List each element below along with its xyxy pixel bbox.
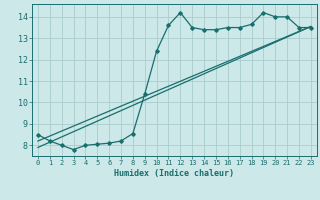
X-axis label: Humidex (Indice chaleur): Humidex (Indice chaleur) bbox=[115, 169, 234, 178]
